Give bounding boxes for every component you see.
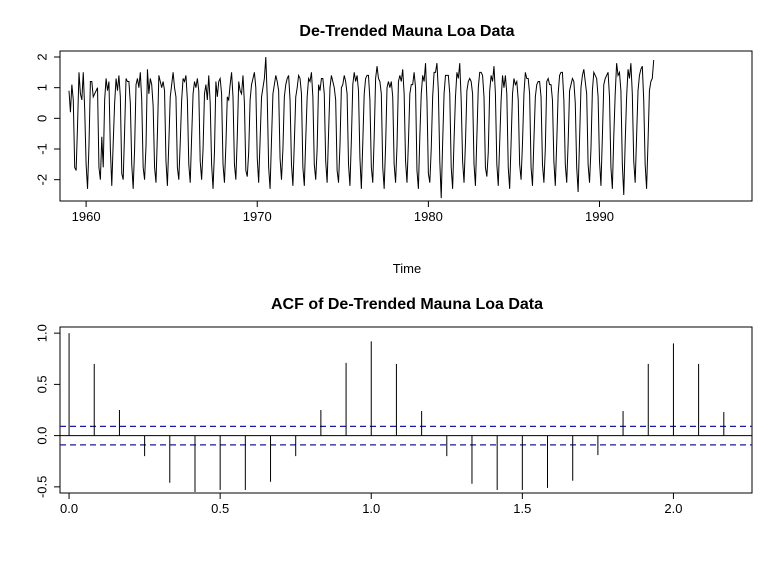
x-tick-label: 2.0 <box>664 501 682 516</box>
y-tick-label: -2 <box>35 174 50 186</box>
x-tick-label: 0.5 <box>211 501 229 516</box>
x-tick-label: 1960 <box>72 209 101 224</box>
x-tick-label: 0.0 <box>60 501 78 516</box>
x-tick-label: 1970 <box>243 209 272 224</box>
y-tick-label: -0.5 <box>35 476 50 498</box>
acf-x-axis: 0.0 0.5 1.0 1.5 2.0 <box>60 492 682 516</box>
time-series-line <box>68 56 655 199</box>
y-tick-label: 0.0 <box>35 427 50 445</box>
acf-panel: ACF of De-Trended Mauna Loa Data -0.5 0.0… <box>35 296 753 516</box>
time-series-y-axis: -2 -1 0 1 2 <box>35 53 61 185</box>
y-tick-label: 2 <box>35 53 50 60</box>
y-tick-label: 0 <box>35 115 50 122</box>
x-tick-label: 1980 <box>414 209 443 224</box>
time-series-x-axis: 1960 1970 1980 1990 <box>72 200 614 224</box>
y-tick-label: 1 <box>35 84 50 91</box>
time-series-x-label: Time <box>393 261 421 276</box>
acf-y-axis: -0.5 0.0 0.5 1.0 <box>35 324 61 498</box>
y-tick-label: 0.5 <box>35 375 50 393</box>
x-tick-label: 1.0 <box>362 501 380 516</box>
acf-title: ACF of De-Trended Mauna Loa Data <box>271 296 543 313</box>
acf-bars <box>68 333 725 492</box>
time-series-title: De-Trended Mauna Loa Data <box>299 23 514 40</box>
x-tick-label: 1990 <box>585 209 614 224</box>
y-tick-label: -1 <box>35 143 50 155</box>
y-tick-label: 1.0 <box>35 324 50 342</box>
x-tick-label: 1.5 <box>513 501 531 516</box>
